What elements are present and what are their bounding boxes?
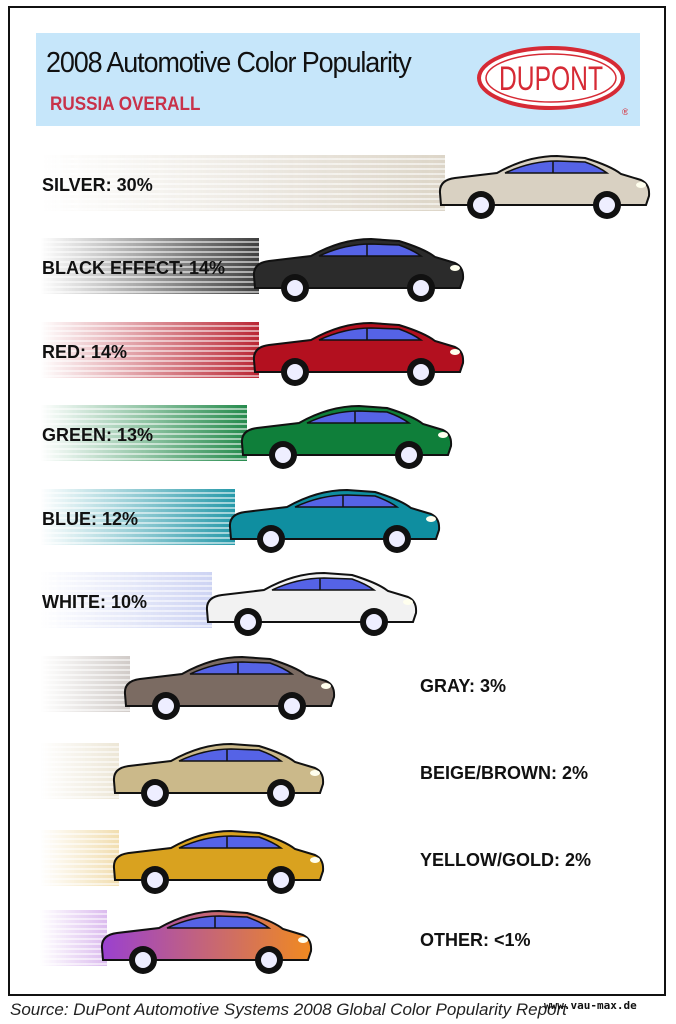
bar-label: SILVER: 30% <box>42 175 153 195</box>
speed-streak <box>40 238 259 294</box>
speed-streak <box>40 743 119 799</box>
svg-text:DUPONT: DUPONT <box>499 60 603 98</box>
dupont-logo: DUPONT ® <box>477 46 628 117</box>
bar-label: BEIGE/BROWN: 2% <box>420 763 589 783</box>
chart-title: 2008 Automotive Color Popularity <box>46 47 412 79</box>
bar-label: GREEN: 13% <box>42 425 154 445</box>
car-bar <box>205 571 417 636</box>
speed-streak <box>40 572 212 628</box>
bar-label: WHITE: 10% <box>42 592 148 612</box>
bar-row: WHITE: 10% <box>0 562 676 642</box>
speed-streak <box>40 155 445 211</box>
svg-text:®: ® <box>622 107 628 117</box>
bar-label: YELLOW/GOLD: 2% <box>420 850 591 870</box>
bar-row: GREEN: 13% <box>0 395 676 475</box>
bar-row: RED: 14% <box>0 312 676 392</box>
bar-label: OTHER: <1% <box>420 930 531 950</box>
speed-streak <box>40 656 131 712</box>
speed-streak <box>40 489 236 545</box>
bar-label: RED: 14% <box>42 342 128 362</box>
car-bar <box>100 909 313 974</box>
bar-row: YELLOW/GOLD: 2% <box>0 820 676 900</box>
bar-label: GRAY: 3% <box>420 676 507 696</box>
bar-label: BLACK EFFECT: 14% <box>42 258 226 278</box>
car-bar <box>112 829 324 894</box>
bar-row: BEIGE/BROWN: 2% <box>0 733 676 813</box>
chart-header: 2008 Automotive Color Popularity RUSSIA … <box>36 33 640 126</box>
watermark: www.vau-max.de <box>544 999 637 1012</box>
car-bar <box>240 404 452 469</box>
car-bar <box>112 742 324 807</box>
bar-row: OTHER: <1% <box>0 900 676 980</box>
speed-streak <box>40 830 119 886</box>
source-note: Source: DuPont Automotive Systems 2008 G… <box>10 1000 567 1019</box>
speed-streak <box>40 405 247 461</box>
chart-frame <box>8 6 666 996</box>
bar-label: BLUE: 12% <box>42 509 139 529</box>
car-bar <box>229 488 441 553</box>
car-bar <box>124 655 336 720</box>
speed-streak <box>40 910 107 966</box>
chart-subtitle: RUSSIA OVERALL <box>50 94 201 115</box>
bar-row: SILVER: 30% <box>0 145 676 225</box>
car-bar <box>252 237 464 302</box>
speed-streak <box>40 322 259 378</box>
car-bar <box>252 321 464 386</box>
bar-row: BLUE: 12% <box>0 479 676 559</box>
bar-row: GRAY: 3% <box>0 646 676 726</box>
car-bar <box>438 154 651 219</box>
bar-row: BLACK EFFECT: 14% <box>0 228 676 308</box>
